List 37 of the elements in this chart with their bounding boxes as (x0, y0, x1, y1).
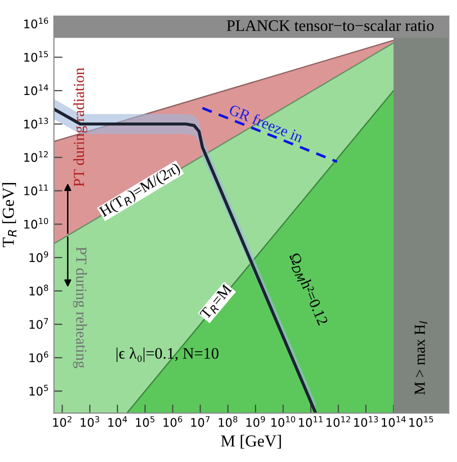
x-tick-label: 10$^{3}$ (80, 416, 100, 427)
y-tick-label: 10$^{16}$ (24, 18, 48, 28)
annotation: T$_{R}$=M (199, 284, 234, 322)
x-tick-label: 10$^{6}$ (164, 416, 182, 427)
x-tick-label: 10$^{8}$ (218, 416, 238, 427)
annotation: PT during radiation (73, 68, 88, 186)
x-tick-label: 10$^{13}$ (354, 416, 378, 427)
x-tick-label: 10$^{5}$ (136, 416, 154, 427)
y-tick-label: 10$^{9}$ (30, 251, 48, 262)
annotation: PT during reheating (73, 246, 87, 368)
x-tick-label: 10$^{7}$ (191, 416, 210, 427)
x-tick-label: 10$^{4}$ (108, 416, 127, 427)
x-tick-label: 10$^{9}$ (246, 416, 265, 427)
x-tick-label: 10$^{11}$ (298, 416, 323, 427)
y-tick-label: 10$^{7}$ (30, 318, 48, 329)
y-tick-label: 10$^{13}$ (24, 118, 48, 129)
x-tick-label: 10$^{14}$ (382, 416, 406, 427)
y-tick-label: 10$^{11}$ (24, 184, 48, 196)
annotation: H(T$_{R}$)=M/(2π) (98, 162, 182, 220)
band-label: PLANCK tensor−to−scalar ratio (226, 20, 434, 32)
y-tick-label: 10$^{5}$ (30, 384, 48, 396)
y-tick-label: 10$^{15}$ (24, 51, 48, 62)
y-tick-label: 10$^{14}$ (24, 84, 48, 96)
x-tick-label: 10$^{12}$ (326, 416, 350, 427)
x-tick-label: 10$^{2}$ (53, 416, 72, 427)
y-axis-title: T$_{R}$ [GeV] (2, 183, 16, 248)
band-label: M > max H$_{I}$ (414, 321, 428, 395)
annotation: Ω$_{DM}$h²=0.12 (287, 252, 329, 327)
annotation: GR freeze in (228, 104, 304, 143)
annotation: |ϵ λ₀|=0.1, N=10 (116, 347, 218, 362)
x-tick-label: 10$^{10}$ (271, 416, 296, 427)
x-axis-title: M [GeV] (221, 434, 281, 449)
y-tick-label: 10$^{10}$ (24, 218, 48, 229)
y-tick-label: 10$^{8}$ (30, 284, 48, 296)
x-tick-label: 10$^{15}$ (409, 416, 434, 427)
y-tick-label: 10$^{6}$ (30, 351, 48, 362)
y-tick-label: 10$^{12}$ (24, 151, 48, 162)
